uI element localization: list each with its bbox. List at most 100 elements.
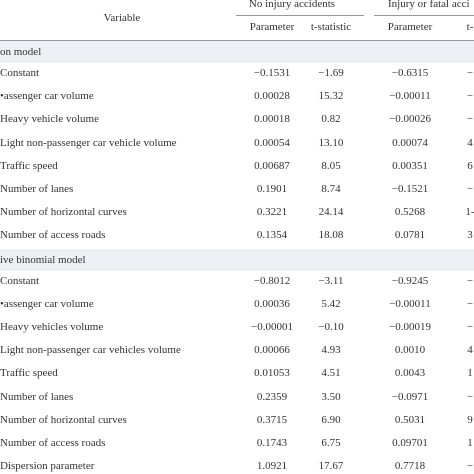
cell: − — [466, 183, 474, 195]
cell: 4 — [467, 344, 473, 357]
row-label: Dispersion parameter — [0, 460, 95, 473]
cell: 0.3221 — [256, 206, 288, 219]
row-label: Number of horizontal curves — [0, 206, 127, 219]
cell: 0.0781 — [394, 229, 426, 242]
cell: 0.00018 — [254, 113, 290, 126]
cell: −1.69 — [318, 67, 344, 79]
section-band — [0, 248, 474, 271]
cell: 18.08 — [318, 229, 344, 242]
cell: 0.00036 — [254, 297, 290, 310]
cell: 0.2359 — [256, 390, 288, 403]
row-label: Number of horizontal curves — [0, 413, 127, 426]
cell: −0.1521 — [391, 183, 429, 195]
cell: − — [466, 460, 474, 473]
row-label: Traffic speed — [0, 159, 58, 172]
cell: −0.00011 — [389, 90, 431, 103]
row-label: •assenger car volume — [0, 90, 94, 103]
cell: −0.00001 — [251, 321, 293, 333]
cell: −0.8012 — [253, 274, 291, 287]
cell: 0.0010 — [394, 344, 426, 357]
cell: 0.0043 — [394, 367, 426, 380]
section-band — [0, 41, 474, 63]
row-label: Number of access roads — [0, 437, 106, 449]
section-title: on model — [0, 46, 42, 58]
section-title: ive binomial model — [0, 253, 86, 266]
cell: 5.42 — [321, 297, 341, 310]
cell: −0.0971 — [391, 390, 429, 403]
cell: 8.05 — [321, 159, 341, 172]
cell: −0.6315 — [391, 67, 429, 79]
cell: 1.0921 — [256, 460, 288, 473]
cell: − — [466, 90, 474, 103]
cell: − — [466, 113, 474, 126]
cell: 4.93 — [321, 344, 341, 357]
row-label: Number of access roads — [0, 229, 106, 242]
cell: 0.00351 — [392, 159, 428, 172]
row-label: Number of lanes — [0, 183, 74, 195]
cell: 0.01053 — [254, 367, 290, 380]
cell: −0.00026 — [389, 113, 431, 126]
row-label: Heavy vehicle volume — [0, 113, 99, 126]
header-variable: Variable — [103, 12, 141, 24]
cell: 0.09701 — [392, 437, 428, 449]
cell: −0.00011 — [389, 297, 431, 310]
rule — [374, 15, 474, 16]
cell: 24.14 — [318, 206, 344, 219]
cell: 0.00054 — [254, 136, 290, 149]
cell: 13.10 — [318, 136, 344, 149]
cell: − — [466, 321, 474, 333]
cell: −0.1531 — [253, 67, 291, 79]
cell: 0.5268 — [394, 206, 426, 219]
cell: 6.75 — [321, 437, 341, 449]
cell: 0.00066 — [254, 344, 290, 357]
cell: − — [466, 274, 474, 287]
cell: 3.50 — [321, 390, 341, 403]
header-group: Injury or fatal acci — [388, 0, 470, 10]
cell: −0.10 — [318, 321, 344, 333]
column-header: t-statistic — [310, 21, 352, 33]
cell: 0.5031 — [394, 413, 426, 426]
cell: 8.74 — [321, 183, 341, 195]
cell: 0.7718 — [394, 460, 426, 473]
cell: 1- — [465, 206, 474, 219]
row-label: Constant — [0, 67, 40, 79]
column-header: Parameter — [249, 21, 295, 33]
column-header: Parameter — [387, 21, 433, 33]
cell: 6.90 — [321, 413, 341, 426]
row-label: Light non-passenger car vehicle volume — [0, 136, 177, 149]
cell: 15.32 — [318, 90, 344, 103]
cell: 0.1901 — [256, 183, 288, 195]
cell: − — [466, 67, 474, 79]
row-label: Light non-passenger car vehicles volume — [0, 344, 181, 357]
cell: 0.00074 — [392, 136, 428, 149]
cell: 6 — [467, 159, 473, 172]
cell: −3.11 — [318, 274, 344, 287]
rule — [236, 15, 364, 16]
column-header: t- — [466, 21, 474, 33]
cell: 0.1743 — [256, 437, 288, 449]
cell: 1 — [467, 437, 473, 449]
rule — [0, 40, 474, 41]
cell: 3 — [467, 229, 473, 242]
cell: 17.67 — [318, 460, 344, 473]
cell: 0.1354 — [256, 229, 288, 242]
row-label: •assenger car volume — [0, 297, 94, 310]
header-group: No injury accidents — [248, 0, 336, 10]
cell: 1 — [467, 367, 473, 380]
cell: 0.3715 — [256, 413, 288, 426]
cell: −0.00019 — [389, 321, 431, 333]
row-label: Constant — [0, 274, 40, 287]
cell: 0.82 — [321, 113, 341, 126]
cell: 4 — [467, 136, 473, 149]
row-label: Heavy vehicles volume — [0, 321, 104, 333]
cell: −0.9245 — [391, 274, 429, 287]
cell: 0.00687 — [254, 159, 290, 172]
cell: 4.51 — [321, 367, 341, 380]
row-label: Traffic speed — [0, 367, 58, 380]
row-label: Number of lanes — [0, 390, 74, 403]
cell: 0.00028 — [254, 90, 290, 103]
cell: − — [466, 297, 474, 310]
cell: − — [466, 390, 474, 403]
cell: 9 — [467, 413, 473, 426]
